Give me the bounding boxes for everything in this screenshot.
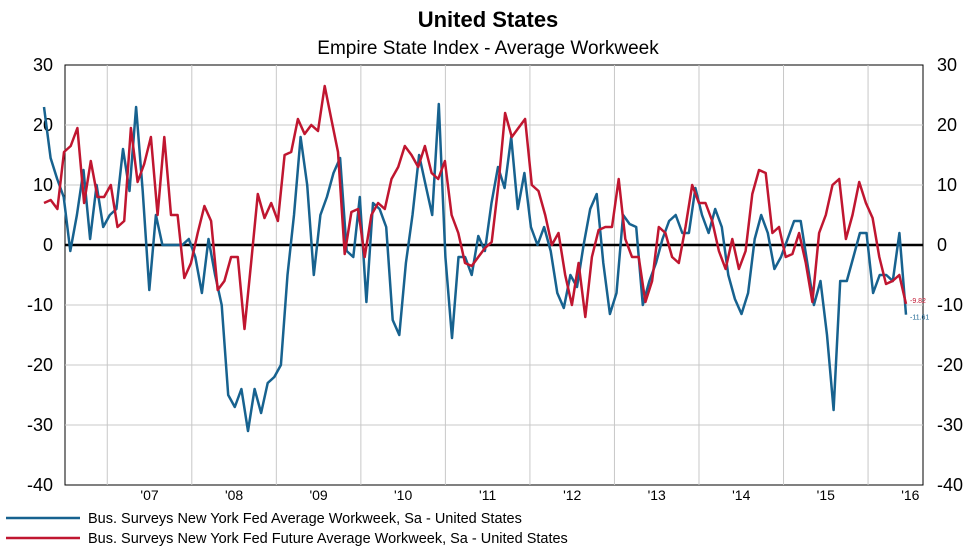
chart-title: United States (418, 7, 559, 32)
y-tick-label-right: -20 (937, 355, 963, 375)
y-tick-label-left: 20 (33, 115, 53, 135)
y-tick-label-right: 0 (937, 235, 947, 255)
y-tick-label-right: -30 (937, 415, 963, 435)
legend: Bus. Surveys New York Fed Average Workwe… (6, 511, 568, 547)
series-end-label-1: -11.61 (910, 315, 929, 322)
x-tick-label: '09 (309, 487, 327, 503)
x-tick-label: '16 (901, 487, 919, 503)
axis-ticks: 30 30 20 20 10 10 0 0 -10 -10 -20 -20 -30 -30 -40 -40 '0… (27, 55, 963, 503)
grid (65, 65, 923, 485)
x-tick-label: '12 (563, 487, 581, 503)
series-lines (42, 84, 908, 433)
y-tick-label-left: -20 (27, 355, 53, 375)
x-tick-label: '07 (140, 487, 158, 503)
x-tick-label: '14 (732, 487, 750, 503)
y-tick-label-left: 30 (33, 55, 53, 75)
legend-label-2: Bus. Surveys New York Fed Future Average… (88, 531, 568, 547)
y-tick-label-right: -40 (937, 475, 963, 495)
x-tick-label: '13 (648, 487, 666, 503)
y-tick-label-right: -10 (937, 295, 963, 315)
legend-label-1: Bus. Surveys New York Fed Average Workwe… (88, 511, 522, 527)
series-line-1 (42, 102, 908, 433)
series-end-label-2: -9.82 (910, 298, 926, 305)
x-tick-label: '08 (225, 487, 243, 503)
x-tick-label: '15 (817, 487, 835, 503)
end-labels: -11.61 -9.82 (910, 298, 929, 322)
chart-subtitle: Empire State Index - Average Workweek (317, 38, 659, 59)
series-line-2 (43, 84, 908, 331)
y-tick-label-left: 0 (43, 235, 53, 255)
plot-area (64, 64, 924, 486)
y-tick-label-right: 30 (937, 55, 957, 75)
y-tick-label-right: 20 (937, 115, 957, 135)
x-tick-label: '10 (394, 487, 412, 503)
y-tick-label-left: -10 (27, 295, 53, 315)
y-tick-label-right: 10 (937, 175, 957, 195)
y-tick-label-left: 10 (33, 175, 53, 195)
x-tick-label: '11 (479, 487, 496, 503)
y-tick-label-left: -30 (27, 415, 53, 435)
y-tick-label-left: -40 (27, 475, 53, 495)
